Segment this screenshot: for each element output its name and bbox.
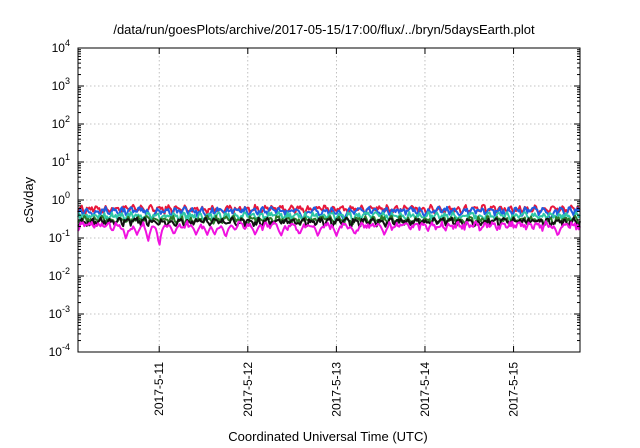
series-group (77, 203, 581, 246)
chart-title: /data/run/goesPlots/archive/2017-05-15/1… (113, 22, 535, 37)
y-tick-label: 102 (52, 114, 70, 131)
grid (78, 47, 580, 353)
x-tick-label: 2017-5-14 (418, 362, 432, 417)
y-tick-label: 101 (52, 152, 70, 169)
series-line (77, 216, 581, 229)
y-tick-label: 10-1 (49, 228, 70, 245)
y-tick-label: 10-3 (49, 304, 70, 321)
y-tick-label: 103 (52, 76, 70, 93)
x-tick-label: 2017-5-12 (241, 362, 255, 417)
series-line (77, 220, 581, 246)
x-axis-label: Coordinated Universal Time (UTC) (228, 429, 427, 444)
x-tick-label: 2017-5-11 (152, 362, 166, 416)
y-tick-label: 100 (52, 190, 70, 207)
x-tick-label: 2017-5-13 (329, 362, 343, 417)
plot-frame (77, 47, 581, 353)
y-tick-group: 10-4 10-3 10-2 10-1 100 101 102 103 104 (49, 38, 580, 359)
x-tick-group: 2017-5-11 2017-5-12 2017-5-13 2017-5-14 2017… (152, 48, 521, 417)
y-axis-label: cSv/day (21, 176, 36, 223)
y-tick-label: 10-4 (49, 342, 70, 359)
x-tick-label: 2017-5-15 (507, 362, 521, 417)
y-tick-label: 104 (52, 38, 70, 55)
y-tick-label: 10-2 (49, 266, 70, 283)
